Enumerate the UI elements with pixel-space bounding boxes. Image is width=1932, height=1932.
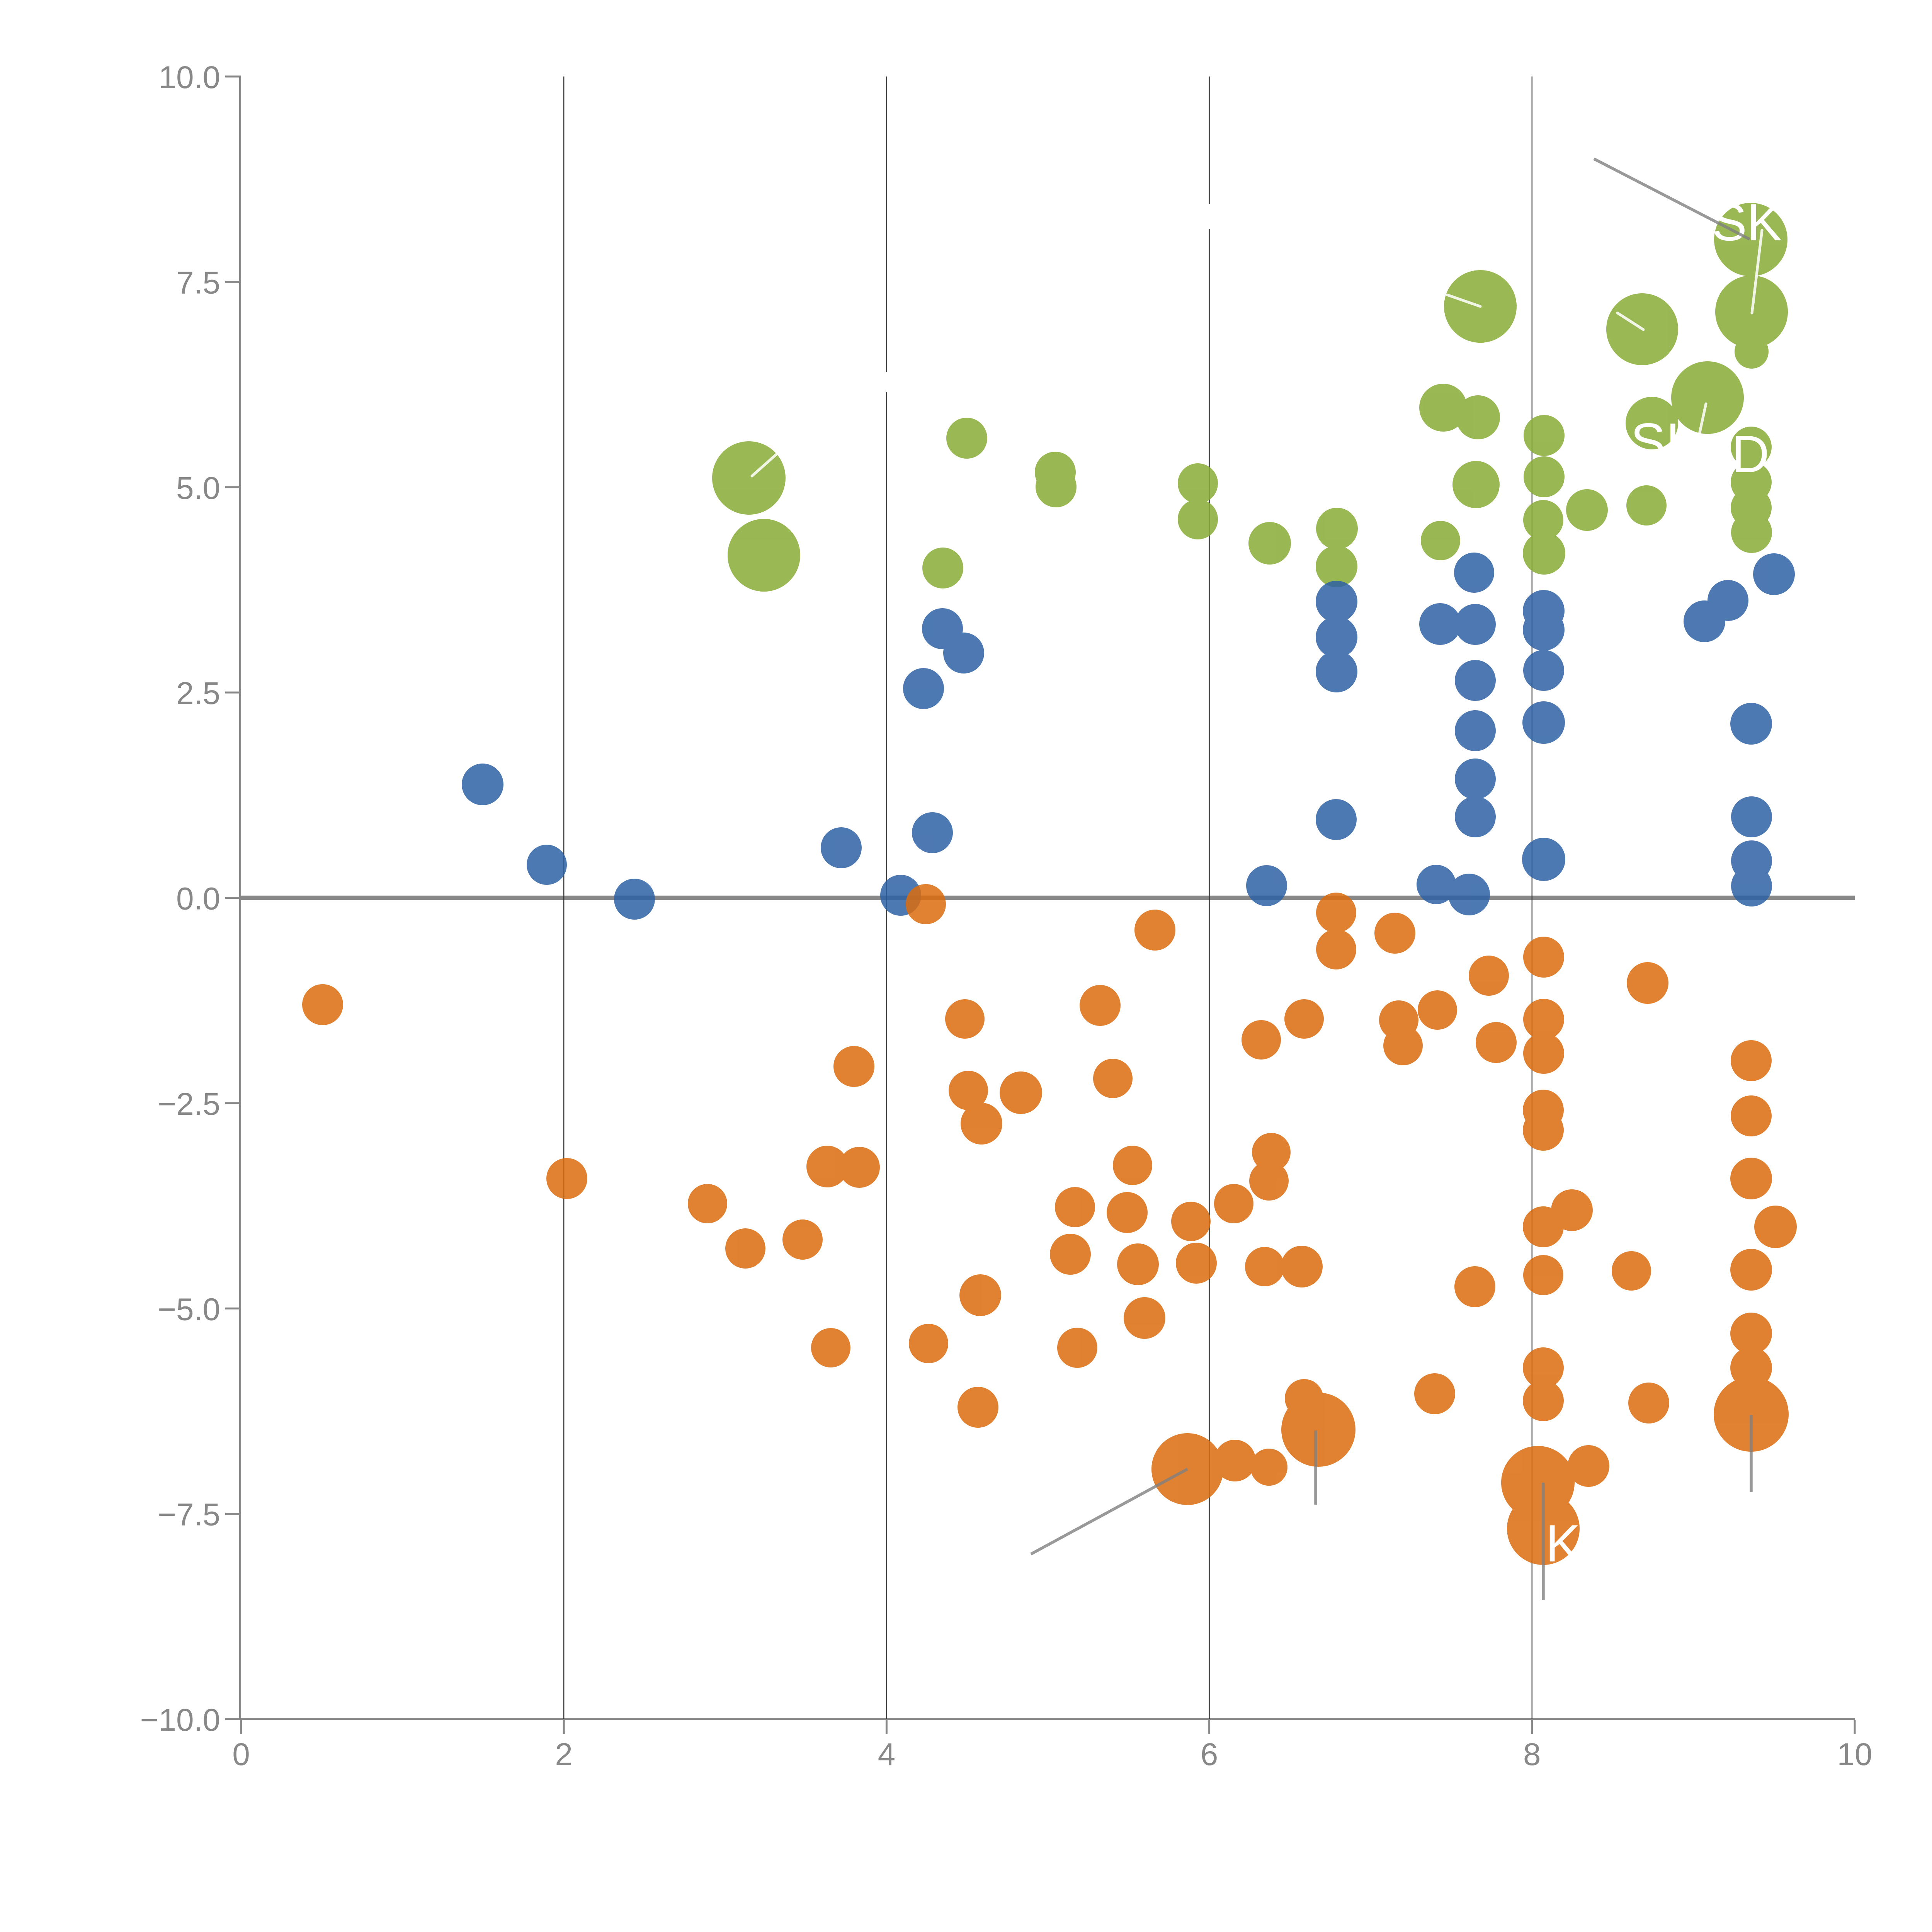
svg-text:D: D — [1731, 425, 1769, 483]
svg-text:4: 4 — [878, 1737, 896, 1772]
svg-text:5.0: 5.0 — [176, 471, 220, 506]
svg-text:10.0: 10.0 — [158, 60, 220, 95]
svg-text:−7.5: −7.5 — [158, 1497, 220, 1532]
svg-text:SK: SK — [1712, 193, 1782, 252]
svg-text:6: 6 — [1201, 1737, 1218, 1772]
svg-text:−2.5: −2.5 — [158, 1087, 220, 1122]
svg-text:SI: SI — [1631, 412, 1680, 471]
svg-text:−5.0: −5.0 — [158, 1292, 220, 1327]
svg-text:−10.0: −10.0 — [140, 1702, 220, 1738]
svg-text:0.0: 0.0 — [176, 881, 220, 917]
svg-text:8: 8 — [1523, 1737, 1541, 1772]
svg-text:2: 2 — [555, 1737, 573, 1772]
svg-text:2.5: 2.5 — [176, 676, 220, 711]
svg-text:10: 10 — [1837, 1737, 1872, 1772]
svg-text:7.5: 7.5 — [176, 265, 220, 300]
svg-text:K: K — [1546, 1514, 1581, 1573]
svg-text:0: 0 — [232, 1737, 250, 1772]
